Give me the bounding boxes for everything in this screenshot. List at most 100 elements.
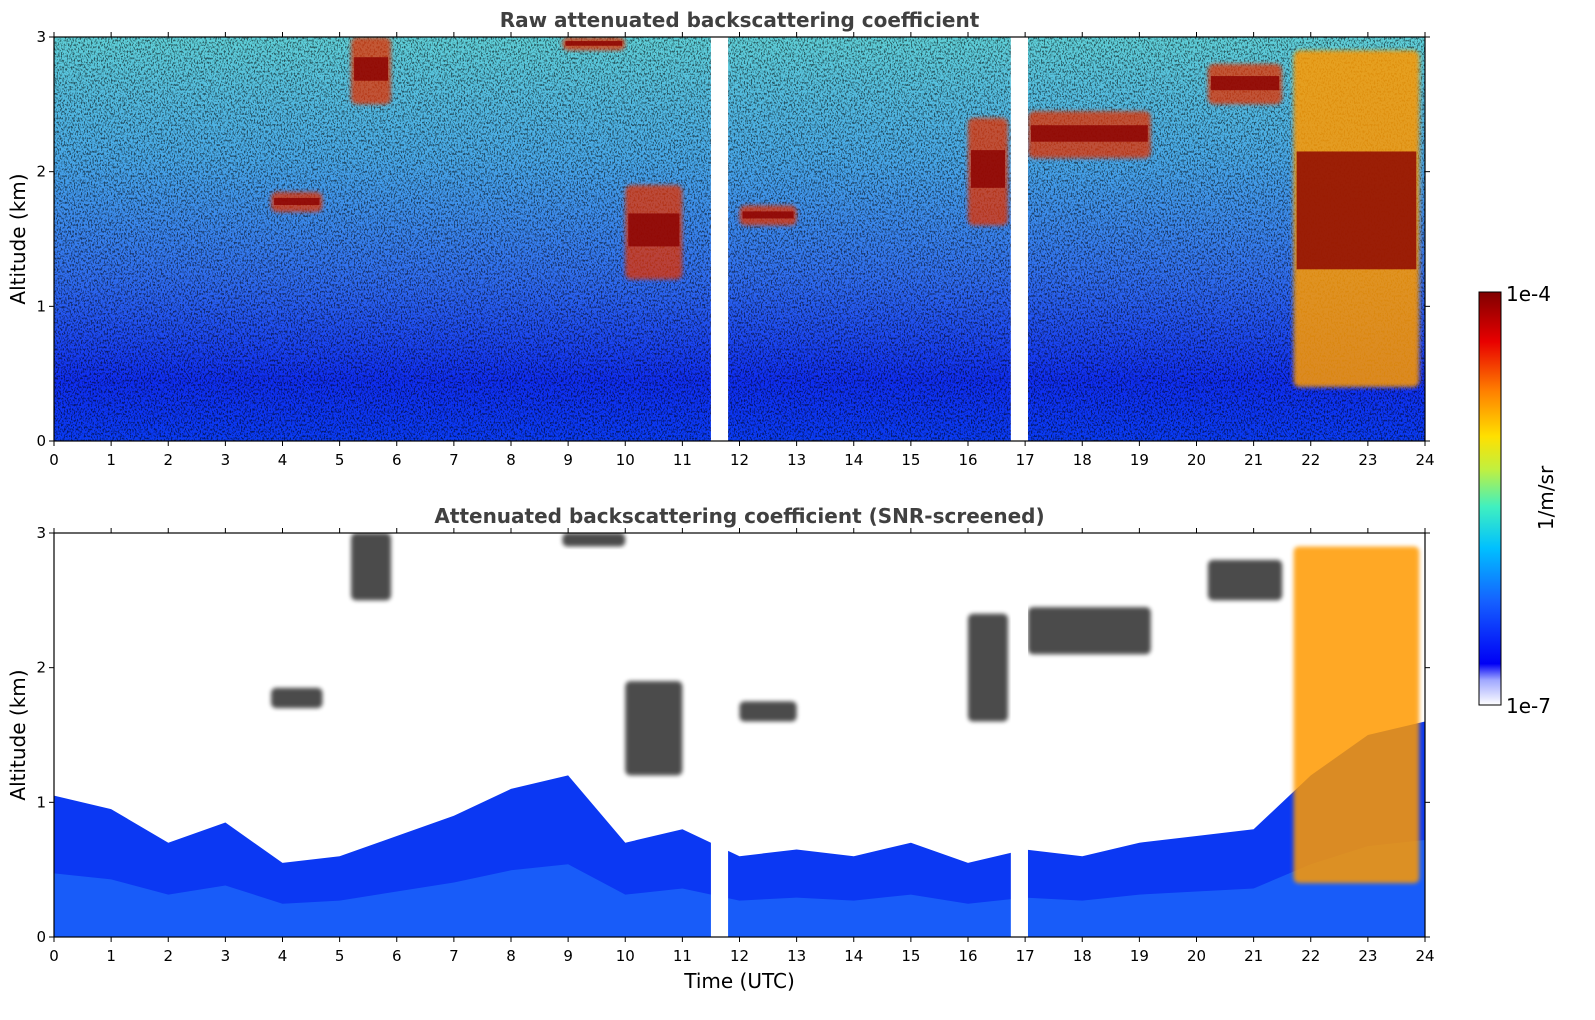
screened-cloud-layer (625, 681, 683, 776)
x-tick-label: 3 (221, 947, 231, 965)
colorbar-min-label: 1e-7 (1506, 694, 1551, 718)
x-tick-label: 1 (106, 947, 116, 965)
cloud-core (274, 197, 320, 205)
bottom-plot-area (54, 533, 1425, 937)
bottom-data-gaps (710, 533, 1028, 937)
colorbar-max-label: 1e-4 (1506, 282, 1551, 306)
bottom-screened-boundary-layer (54, 721, 1425, 937)
bottom-y-axis-label: Altitude (km) (6, 669, 30, 800)
top-y-axis: 0 1 2 3 (36, 28, 1430, 450)
x-tick-label: 19 (1130, 451, 1149, 469)
x-tick-label: 3 (221, 451, 231, 469)
cloud-core (1210, 76, 1280, 91)
x-tick-label: 2 (163, 451, 173, 469)
screened-cloud-layer (351, 533, 392, 601)
y-tick-label: 2 (36, 163, 46, 181)
x-tick-label: 18 (1073, 451, 1092, 469)
x-tick-label: 21 (1244, 947, 1263, 965)
x-tick-label: 16 (958, 451, 977, 469)
x-tick-label: 1 (106, 451, 116, 469)
x-tick-label: 2 (163, 947, 173, 965)
cloud-core (565, 41, 623, 46)
screened-cloud-layer (1027, 607, 1151, 655)
x-tick-label: 15 (901, 451, 920, 469)
x-tick-label: 15 (901, 947, 920, 965)
bottom-cloud-layers (271, 533, 1420, 884)
y-tick-label: 1 (36, 793, 46, 811)
x-tick-label: 13 (787, 947, 806, 965)
top-plot-area (54, 37, 1425, 441)
top-panel-title: Raw attenuated backscattering coefficien… (500, 8, 980, 32)
cloud-core (628, 213, 680, 247)
y-tick-label: 3 (36, 524, 46, 542)
screened-cloud-layer (562, 533, 626, 547)
screened-cloud-layer (1207, 559, 1283, 601)
top-cloud-layers (271, 37, 1420, 388)
data-gap (710, 37, 729, 441)
x-tick-label: 9 (563, 451, 573, 469)
data-gap (1010, 37, 1028, 441)
y-tick-label: 1 (36, 297, 46, 315)
x-tick-label: 5 (335, 451, 345, 469)
x-tick-label: 5 (335, 947, 345, 965)
x-tick-label: 0 (49, 947, 59, 965)
cloud-core (1030, 125, 1148, 142)
x-tick-label: 22 (1301, 947, 1320, 965)
x-tick-label: 18 (1073, 947, 1092, 965)
x-tick-label: 14 (844, 947, 863, 965)
x-tick-label: 23 (1358, 947, 1377, 965)
x-tick-label: 10 (616, 947, 635, 965)
y-tick-label: 0 (36, 432, 46, 450)
x-tick-label: 0 (49, 451, 59, 469)
x-tick-label: 24 (1415, 451, 1434, 469)
x-tick-label: 23 (1358, 451, 1377, 469)
screened-cloud-layer (271, 687, 323, 709)
x-tick-label: 7 (449, 451, 459, 469)
x-tick-label: 19 (1130, 947, 1149, 965)
x-tick-label: 17 (1016, 947, 1035, 965)
top-y-axis-label: Altitude (km) (6, 173, 30, 304)
y-tick-label: 3 (36, 28, 46, 46)
x-tick-label: 6 (392, 451, 402, 469)
top-data-gaps (710, 37, 1028, 441)
x-tick-label: 6 (392, 947, 402, 965)
x-tick-label: 4 (278, 947, 288, 965)
x-tick-label: 12 (730, 451, 749, 469)
bottom-y-axis: 0 1 2 3 (36, 524, 1430, 946)
x-tick-label: 20 (1187, 451, 1206, 469)
x-tick-label: 9 (563, 947, 573, 965)
y-tick-label: 0 (36, 928, 46, 946)
colorbar-label: 1/m/sr (1534, 465, 1558, 530)
cloud-core (742, 211, 794, 219)
x-tick-label: 22 (1301, 451, 1320, 469)
top-noise-speckle (54, 37, 1425, 441)
x-tick-label: 14 (844, 451, 863, 469)
bottom-near-surface-layer (54, 840, 1425, 937)
x-tick-label: 12 (730, 947, 749, 965)
top-x-axis: 0 1 2 3 4 5 6 7 8 9 10 11 12 13 14 15 16 17 18 19 20 21 22 23 24 (49, 32, 1435, 469)
x-tick-label: 11 (673, 451, 692, 469)
y-tick-label: 2 (36, 659, 46, 677)
cloud-core (1296, 151, 1417, 270)
x-tick-label: 13 (787, 451, 806, 469)
bottom-x-axis: 0 1 2 3 4 5 6 7 8 9 10 11 12 13 14 15 16 17 18 19 20 21 22 23 24 (49, 528, 1435, 965)
screened-cloud-layer (968, 613, 1008, 722)
x-tick-label: 11 (673, 947, 692, 965)
cloud-core (354, 57, 389, 81)
colorbar (1478, 291, 1502, 706)
x-tick-label: 20 (1187, 947, 1206, 965)
x-tick-label: 8 (506, 451, 516, 469)
x-tick-label: 21 (1244, 451, 1263, 469)
x-tick-label: 16 (958, 947, 977, 965)
screened-cloud-layer (1293, 546, 1420, 884)
data-gap (1010, 533, 1028, 937)
x-tick-label: 24 (1415, 947, 1434, 965)
x-axis-label: Time (UTC) (683, 969, 795, 993)
x-tick-label: 7 (449, 947, 459, 965)
data-gap (710, 533, 729, 937)
bottom-panel-title: Attenuated backscattering coefficient (S… (434, 504, 1044, 528)
x-tick-label: 10 (616, 451, 635, 469)
x-tick-label: 8 (506, 947, 516, 965)
x-tick-label: 4 (278, 451, 288, 469)
